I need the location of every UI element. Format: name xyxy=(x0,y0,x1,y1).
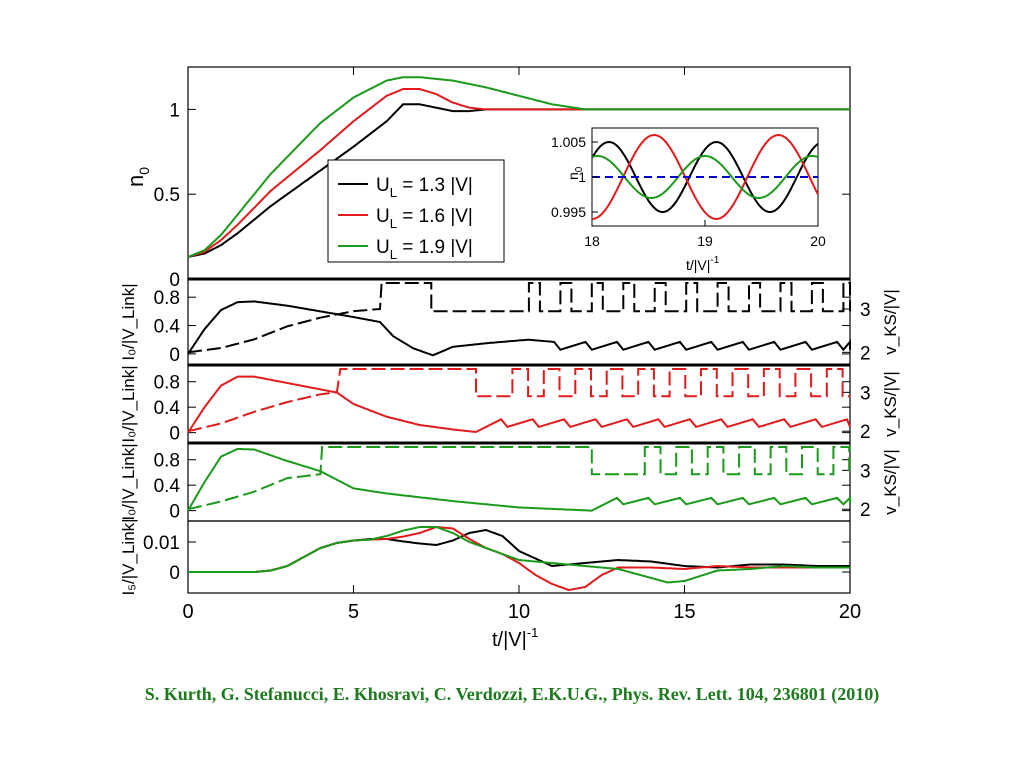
legend-label-0: UL = 1.3 |V| xyxy=(376,175,473,200)
i5-tick-label: 0 xyxy=(169,563,180,584)
legend: UL = 1.3 |V| UL = 1.6 |V| UL = 1.9 |V| xyxy=(338,175,473,262)
i5-tick-label: 0.01 xyxy=(143,533,180,554)
panel2-rtick-label: 3 xyxy=(860,383,871,404)
panel2-potential xyxy=(187,368,850,433)
inset-series-1 xyxy=(591,133,819,221)
inset-ylabel: n0 xyxy=(565,166,585,180)
inset-xtick-label: 19 xyxy=(697,233,713,249)
inset-xtick-label: 18 xyxy=(584,233,600,249)
panel1-tick-label: 0 xyxy=(169,345,180,366)
legend-label-2: UL = 1.9 |V| xyxy=(376,237,473,262)
panel1-ylabel-right: v_KS/|V| xyxy=(881,289,900,355)
panel2-tick-label: 0.8 xyxy=(154,373,180,394)
n0-series-2 xyxy=(187,76,850,258)
panel2-tick-label: 0.4 xyxy=(154,398,181,419)
i5-ylabel: I₅/|V_Link| xyxy=(119,518,138,595)
panel3-tick-label: 0.4 xyxy=(154,476,181,497)
panel1-rtick-label: 3 xyxy=(860,300,871,321)
panel3-potential xyxy=(187,446,851,511)
inset-series-2 xyxy=(591,155,819,199)
inset-ytick-label: 1.005 xyxy=(551,134,586,150)
panel3-ylabel-left: I₀/|V_Link| xyxy=(119,443,138,520)
panel1-ylabel-left: I₀/|V_Link| xyxy=(119,283,138,360)
xtick-label: 15 xyxy=(673,601,695,623)
xtick-label: 10 xyxy=(508,601,530,623)
panel3-rtick-label: 2 xyxy=(860,500,871,521)
panel1-potential xyxy=(187,282,851,354)
xlabel-main: t/|V|-1 xyxy=(492,625,538,651)
panel2-current xyxy=(187,375,851,434)
inset-ytick-label: 1 xyxy=(578,169,586,185)
panel3-tick-label: 0.8 xyxy=(154,451,180,472)
citation: S. Kurth, G. Stefanucci, E. Khosravi, C.… xyxy=(144,684,880,704)
panel1-tick-label: 0.8 xyxy=(154,288,180,309)
panel3-rtick-label: 3 xyxy=(860,461,871,482)
i5-series-1 xyxy=(188,525,850,592)
n0-tick-label: 0 xyxy=(169,270,180,291)
panel3-ylabel-right: v_KS/|V| xyxy=(881,449,900,515)
panel1-rtick-label: 2 xyxy=(860,343,871,364)
inset-ytick-label: 0.995 xyxy=(551,204,586,220)
inset-xlabel: t/|V|-1 xyxy=(686,255,720,273)
panel2-rtick-label: 2 xyxy=(860,422,871,443)
n0-tick-label: 1 xyxy=(169,100,180,121)
panel1-tick-label: 0.4 xyxy=(154,317,181,338)
ylabel-n0: n0 xyxy=(123,167,152,187)
panel2-ylabel-right: v_KS/|V| xyxy=(881,371,900,437)
panel-ul13-frame xyxy=(187,278,851,366)
i5-series-2 xyxy=(188,526,850,584)
panel1-current xyxy=(187,300,851,357)
inset-xtick-label: 20 xyxy=(810,233,826,249)
panel-i5-frame xyxy=(187,520,851,594)
xtick-label: 20 xyxy=(839,601,861,623)
inset-plot: 0.995 1 1.005 18 19 20 xyxy=(551,133,826,249)
panel-ul19-frame xyxy=(187,442,851,522)
legend-label-1: UL = 1.6 |V| xyxy=(376,206,473,231)
n0-tick-label: 0.5 xyxy=(154,185,180,206)
panel3-current xyxy=(187,447,851,512)
panel2-ylabel-left: I₀/|V_Link| xyxy=(119,365,138,442)
panel-ul16-frame xyxy=(187,364,851,444)
panel2-tick-label: 0 xyxy=(169,424,180,445)
xtick-label: 0 xyxy=(182,601,193,623)
xtick-label: 5 xyxy=(348,601,359,623)
panel3-tick-label: 0 xyxy=(169,502,180,523)
